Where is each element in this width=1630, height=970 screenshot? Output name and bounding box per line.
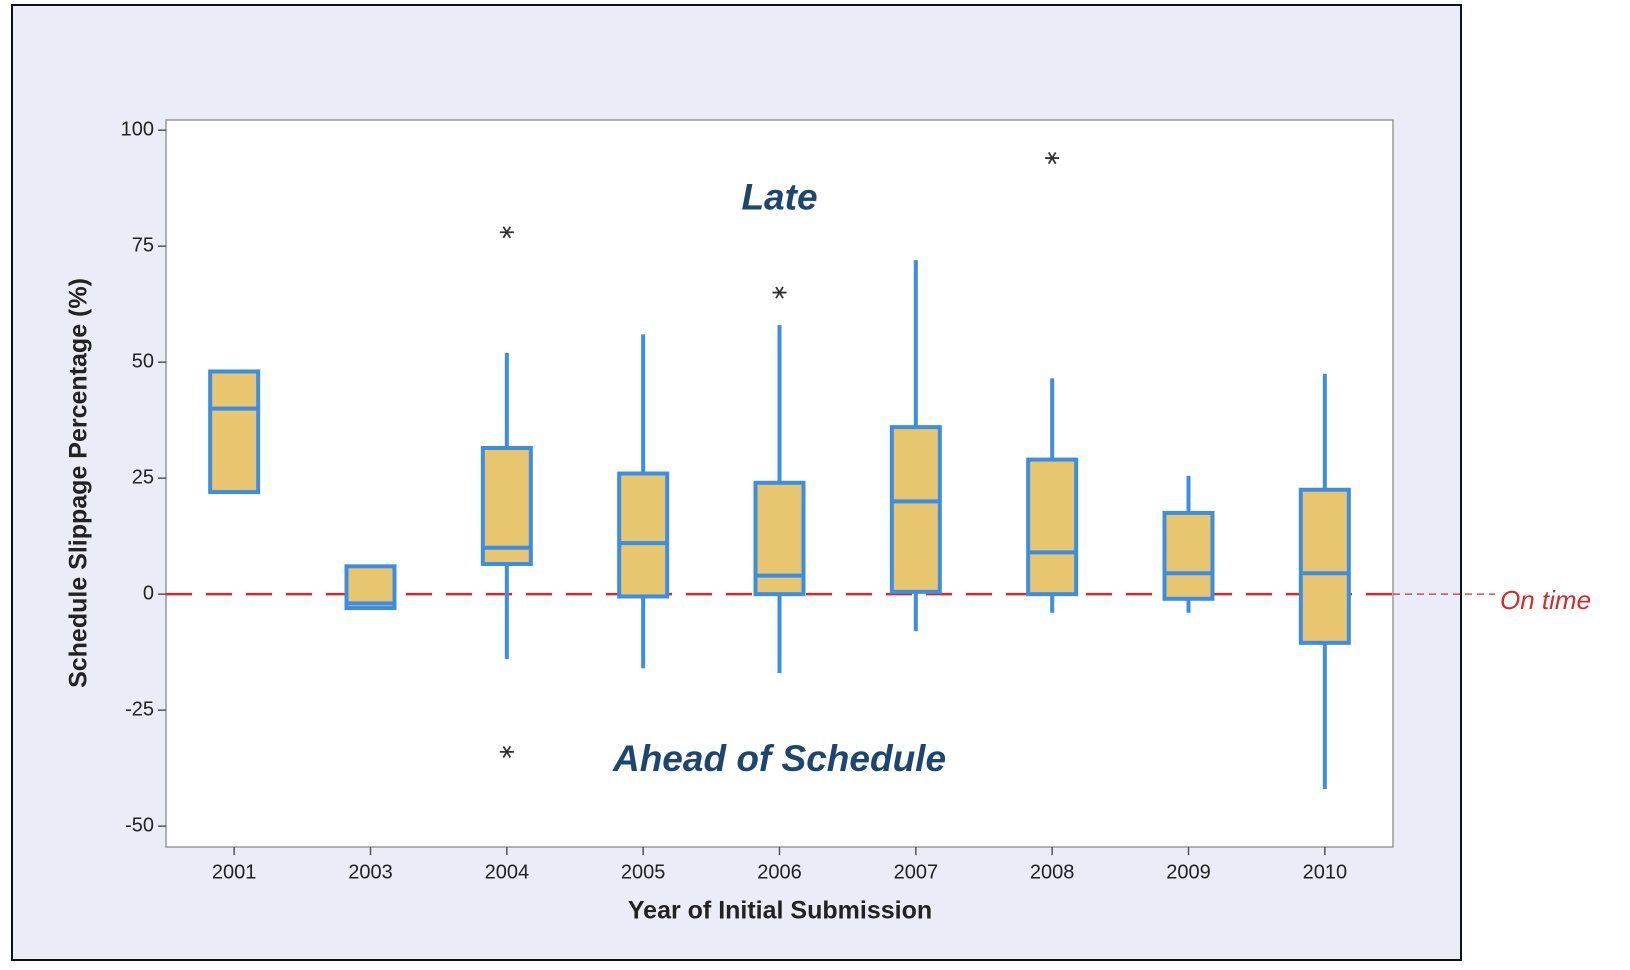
outlier (772, 286, 787, 299)
box (889, 425, 942, 594)
x-tick-label: 2007 (894, 861, 939, 883)
y-tick-label: 100 (121, 118, 154, 140)
y-axis-label: Schedule Slippage Percentage (%) (65, 278, 93, 688)
box (1162, 510, 1215, 601)
box (208, 369, 261, 495)
annotation: Ahead of Schedule (612, 738, 946, 779)
box (480, 446, 533, 566)
x-tick-label: 2008 (1030, 861, 1075, 883)
x-tick-label: 2006 (757, 861, 802, 883)
x-axis-label: Year of Initial Submission (628, 897, 932, 925)
y-tick-label: -25 (125, 698, 154, 720)
outlier (499, 745, 514, 758)
x-tick-label: 2005 (621, 861, 666, 883)
outlier (499, 226, 514, 239)
annotation: Late (741, 177, 817, 218)
y-tick-label: 75 (132, 234, 154, 256)
y-tick-label: 25 (132, 466, 154, 488)
y-tick-label: -50 (125, 814, 154, 836)
outlier (1045, 151, 1060, 165)
x-tick-label: 2009 (1166, 861, 1211, 883)
x-tick-label: 2003 (348, 861, 393, 883)
box (344, 564, 397, 611)
box (617, 471, 670, 599)
box (1026, 457, 1079, 597)
box (1298, 487, 1351, 645)
y-tick-label: 50 (132, 350, 154, 372)
x-tick-label: 2001 (212, 861, 257, 883)
reference-label: On time (1500, 585, 1591, 615)
x-tick-label: 2010 (1303, 861, 1348, 883)
x-tick-label: 2004 (485, 861, 530, 883)
y-tick-label: 0 (143, 582, 154, 604)
